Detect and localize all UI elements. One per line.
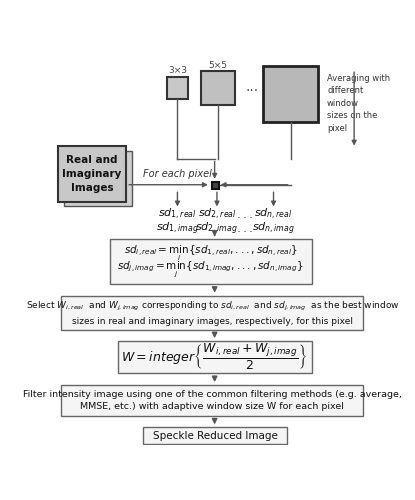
Text: Averaging with
different
window
sizes on the
pixel: Averaging with different window sizes on… [327, 74, 390, 133]
Text: 3×3: 3×3 [168, 66, 187, 76]
Bar [61, 296, 364, 330]
Text: $sd_{1,real}$: $sd_{1,real}$ [158, 207, 197, 222]
Text: $sd_{2,real}$: $sd_{2,real}$ [198, 207, 236, 222]
Text: Speckle Reduced Image: Speckle Reduced Image [153, 431, 278, 441]
Text: $sd_{j,imag} = \underset{j}{\min}\{sd_{1,imag},...,sd_{n,imag}\}$: $sd_{j,imag} = \underset{j}{\min}\{sd_{1… [117, 260, 304, 280]
Text: $...$: $...$ [236, 208, 254, 222]
Text: Real and
Imaginary
Images: Real and Imaginary Images [63, 155, 122, 193]
Bar [201, 71, 235, 104]
Text: $sd_{n,real}$: $sd_{n,real}$ [254, 207, 293, 222]
Bar [118, 341, 312, 374]
Text: Filter intensity image using one of the common filtering methods (e.g. average,
: Filter intensity image using one of the … [23, 390, 402, 411]
Bar [61, 385, 364, 416]
Bar [110, 240, 312, 284]
Bar [143, 428, 287, 444]
Text: $sd_{i,real} = \underset{i}{\min}\{sd_{1,real},...,sd_{n,real}\}$: $sd_{i,real} = \underset{i}{\min}\{sd_{1… [124, 244, 298, 263]
Text: $sd_{1,imag}$: $sd_{1,imag}$ [156, 220, 199, 237]
Text: ...: ... [245, 80, 259, 94]
Bar [166, 77, 188, 98]
Bar [212, 182, 219, 188]
Bar [58, 146, 126, 202]
Text: $...$: $...$ [236, 222, 254, 235]
Text: Select $W_{i,real}$  and $W_{j,imag}$ corresponding to $sd_{i,real}$  and $sd_{j: Select $W_{i,real}$ and $W_{j,imag}$ cor… [25, 300, 399, 326]
Text: 5×5: 5×5 [208, 61, 227, 70]
Text: For each pixel: For each pixel [143, 169, 212, 179]
Bar [263, 66, 318, 122]
Bar [64, 151, 132, 206]
Text: $sd_{n,imag}$: $sd_{n,imag}$ [252, 220, 295, 237]
Text: $sd_{2,imag}$: $sd_{2,imag}$ [195, 220, 239, 237]
Text: $W = integer\left\{\dfrac{W_{i,real} + W_{j,imag}}{2}\right\}$: $W = integer\left\{\dfrac{W_{i,real} + W… [122, 342, 308, 372]
